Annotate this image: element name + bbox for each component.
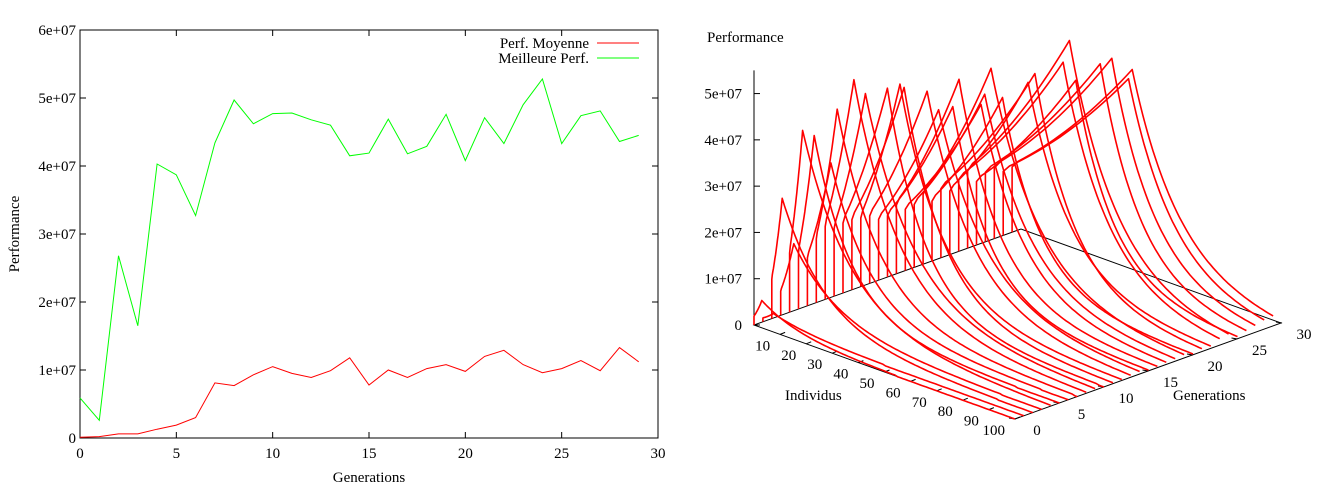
individus-tick-label: 100 [983,423,1006,439]
left-axis-ticks: 0 5 10 15 20 25 30 0 1e+07 2e+07 3e+07 4e+07 5e+07 6e… [38,23,665,462]
individus-tick-label: 80 [938,404,953,420]
generation-curve [984,62,1247,332]
y-tick-label: 2e+07 [38,295,76,311]
left-series [79,77,639,438]
x-tick-label: 25 [554,446,569,462]
x-tick-label: 15 [362,446,377,462]
legend-label-perf-moyenne: Perf. Moyenne [500,36,589,52]
x-tick-label: 30 [651,446,666,462]
series-line-meilleure-perf [79,77,639,422]
y-tick-label: 3e+07 [38,227,76,243]
series-line-perf-moyenne [79,346,639,438]
individus-tick-label: 90 [964,414,979,430]
x-tick-label: 5 [173,446,181,462]
generation-curve [859,83,1123,381]
x-axis-label: Generations [333,470,406,486]
generation-curve [1011,68,1274,317]
generation-tick-label: 0 [1033,423,1041,439]
individus-tick-label: 30 [807,357,822,373]
generation-curve [842,87,1105,388]
generations-axis-label: Generations [1173,388,1246,404]
plot-frame [79,29,659,439]
generation-tick [1231,337,1238,340]
z-tick-label: 1e+07 [704,272,742,288]
generation-curve [824,78,1087,393]
generation-tick [1275,321,1283,324]
individus-tick-label: 10 [755,338,770,354]
x-tick-label: 10 [265,446,280,462]
generation-curve [788,129,1051,406]
generation-curve [895,78,1158,368]
legend-label-meilleure-perf: Meilleure Perf. [498,51,589,67]
generation-tick-label: 25 [1252,343,1267,359]
generation-curve [922,67,1185,356]
surface-curves [753,39,1274,420]
z-tick-label: 4e+07 [704,133,742,149]
legend: Perf. Moyenne Meilleure Perf. [498,36,639,67]
individus-tick-label: 70 [912,395,927,411]
generation-curve [1002,77,1265,321]
generation-curve [966,39,1229,335]
right-axis-ticks: 01e+072e+073e+074e+075e+0710203040506070… [704,87,1311,439]
generation-curve [877,108,1140,373]
generation-tick [1142,369,1149,372]
z-tick-label: 3e+07 [704,179,742,195]
generation-curve [931,96,1194,355]
generation-curve [815,108,1078,398]
generation-curve [993,57,1256,327]
generation-tick-label: 5 [1078,407,1086,423]
individus-tick-label: 40 [833,367,848,383]
z-tick-label: 5e+07 [704,87,742,103]
x-tick-label: 0 [76,446,84,462]
line-chart: 0 5 10 15 20 25 30 0 1e+07 2e+07 3e+07 4e+07 5e+07 6e… [7,23,666,486]
individus-axis-label: Individus [785,388,842,404]
generation-tick-label: 30 [1297,327,1312,343]
z-axis-label: Performance [707,30,784,46]
generation-curve [806,162,1069,401]
individus-tick-label: 20 [781,348,796,364]
generation-curve [886,105,1149,371]
generation-curve [770,197,1034,414]
generation-curve [868,90,1131,376]
generation-tick [1186,353,1194,356]
y-axis-label: Performance [7,195,23,272]
generation-tick-label: 15 [1163,375,1178,391]
y-tick-label: 5e+07 [38,91,76,107]
generation-curve [851,86,1114,384]
z-tick-label: 0 [735,318,743,334]
individus-tick [1014,416,1021,420]
y-tick-label: 0 [69,431,77,447]
y-tick-label: 1e+07 [38,363,76,379]
individus-tick-label: 60 [886,385,901,401]
x-tick-label: 20 [458,446,473,462]
y-tick-label: 6e+07 [38,23,76,39]
individus-tick [779,331,786,335]
individus-tick [806,341,812,345]
generation-curve [753,299,1016,420]
individus-tick-label: 50 [860,376,875,392]
generation-curve [957,61,1221,340]
generation-tick-label: 10 [1119,391,1134,407]
z-tick-label: 2e+07 [704,225,742,241]
surface-chart: 01e+072e+073e+074e+075e+0710203040506070… [704,30,1311,439]
generation-curve [779,242,1042,411]
generation-curve [975,79,1238,338]
generation-curve [762,312,1025,417]
y-tick-label: 4e+07 [38,159,76,175]
generation-tick-label: 20 [1208,359,1223,375]
